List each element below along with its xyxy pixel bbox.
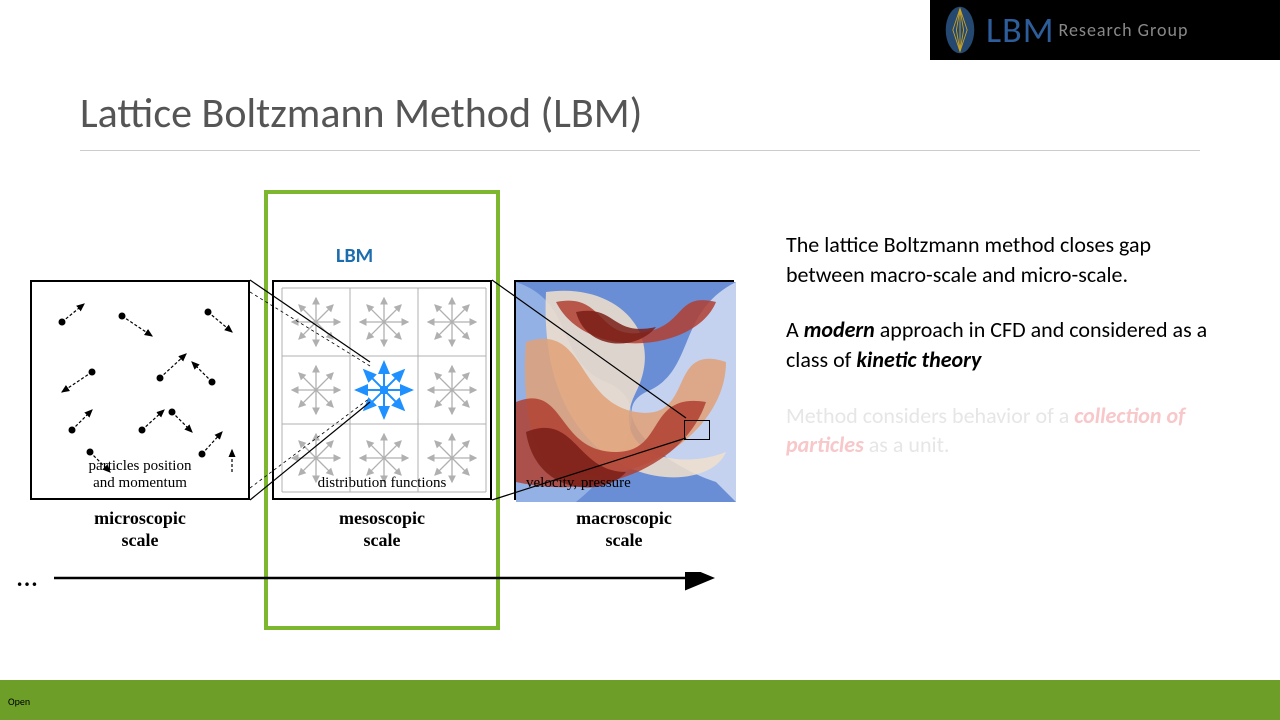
macro-zoom-rect <box>684 420 710 440</box>
logo-icon <box>942 5 978 55</box>
explanation-text: The lattice Boltzmann method closes gap … <box>786 230 1216 486</box>
lbm-highlight-label: LBM <box>336 244 373 268</box>
macroscopic-box: velocity, pressure <box>514 280 734 500</box>
lattice-svg <box>274 282 494 502</box>
meso-caption: distribution functions <box>274 475 490 492</box>
footer-bar <box>0 680 1280 720</box>
title-rule <box>80 150 1200 151</box>
explain-p3: Method considers behavior of a collectio… <box>786 401 1216 460</box>
macro-caption: velocity, pressure <box>526 475 742 492</box>
mesoscopic-box: distribution functions <box>272 280 492 500</box>
explain-p1: The lattice Boltzmann method closes gap … <box>786 230 1216 289</box>
microscopic-box: particles positionand momentum <box>30 280 250 500</box>
micro-label: microscopicscale <box>30 508 250 551</box>
ellipsis: … <box>16 566 38 592</box>
open-label: Open <box>8 695 30 708</box>
logo-text-rg: Research Group <box>1059 19 1189 41</box>
scale-diagram: LBM particles positionand momentum distr… <box>20 252 720 582</box>
meso-label: mesoscopicscale <box>272 508 492 551</box>
logo-banner: LBM Research Group <box>930 0 1280 60</box>
flowfield-svg <box>516 282 736 502</box>
explain-p2: A modern approach in CFD and considered … <box>786 315 1216 374</box>
micro-caption: particles positionand momentum <box>32 458 248 492</box>
logo-text-lbm: LBM <box>986 8 1055 52</box>
macro-label: macroscopicscale <box>514 508 734 551</box>
slide-title: Lattice Boltzmann Method (LBM) <box>80 88 642 139</box>
scale-arrow <box>54 572 724 592</box>
